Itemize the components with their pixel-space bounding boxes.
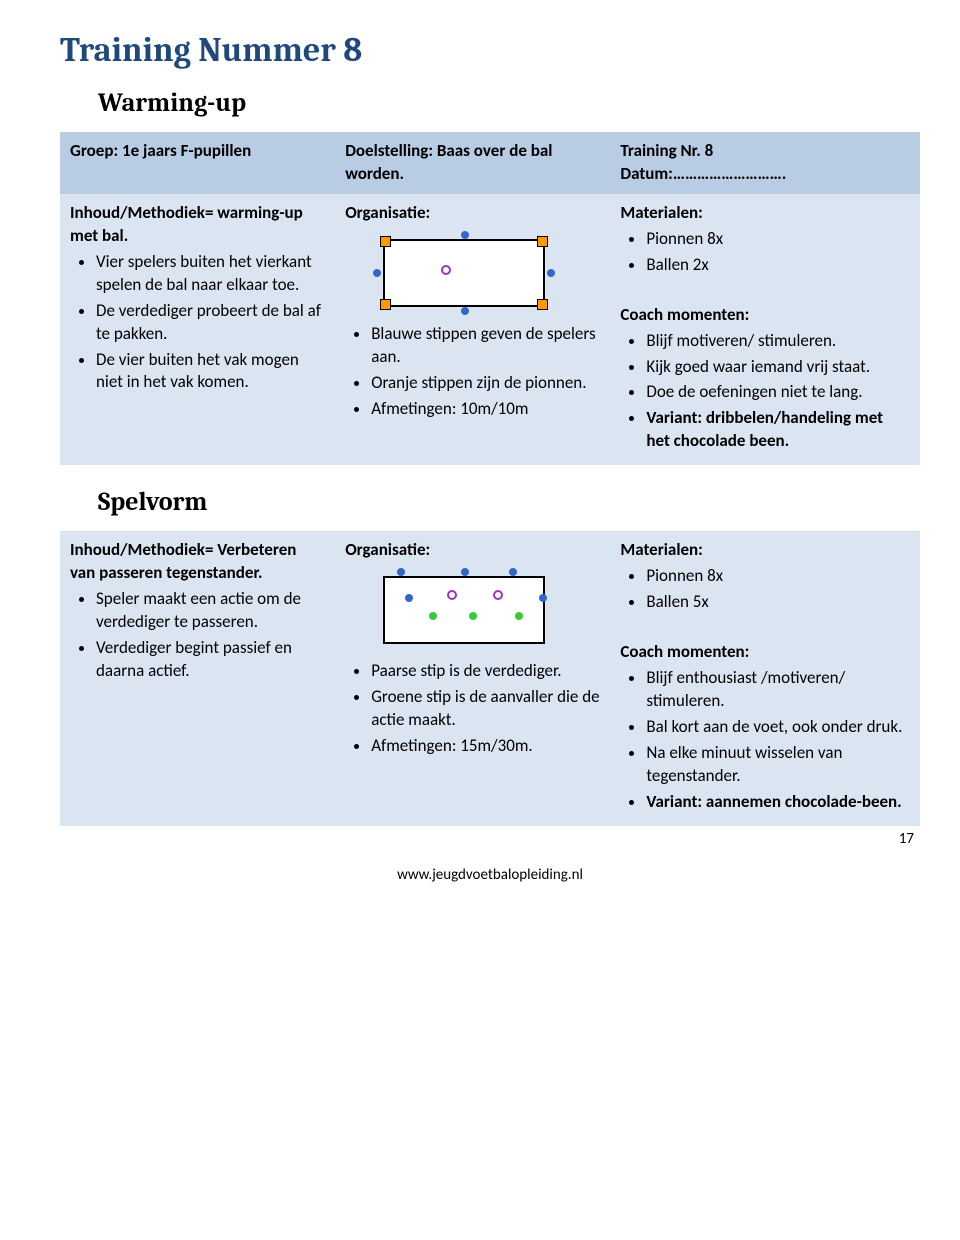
t1-c3-mat-title: Materialen: [620,202,703,223]
list-item: Kijk goed waar iemand vrij staat. [646,356,910,379]
t1-body-c3: Materialen: Pionnen 8x Ballen 2x Coach m… [610,194,920,465]
t1-c2-title: Organisatie: [345,202,430,223]
t1-body-c1: Inhoud/Methodiek= warming-up met bal. Vi… [60,194,335,465]
t1-head-c2: Doelstelling: Baas over de bal worden. [335,132,610,194]
list-item: Afmetingen: 15m/30m. [371,735,600,758]
table-spelvorm: Inhoud/Methodiek= Verbeteren van passere… [60,531,920,825]
t1-head-c3b: Datum:………………………. [620,163,786,184]
list-item: Blijf motiveren/ stimuleren. [646,330,910,353]
footer-url: www.jeugdvoetbalopleiding.nl [60,866,920,884]
section-warmingup: Warming-up [98,88,920,118]
page-number: 17 [899,830,914,848]
t2-c1-title: Inhoud/Methodiek= Verbeteren van passere… [70,539,296,583]
list-item: Speler maakt een actie om de verdediger … [96,588,325,634]
list-item: De vier buiten het vak mogen niet in het… [96,349,325,395]
section-spelvorm: Spelvorm [98,487,920,517]
t1-c1-title: Inhoud/Methodiek= warming-up met bal. [70,202,303,246]
t1-head-c1: Groep: 1e jaars F-pupillen [60,132,335,194]
t2-body-c2: Organisatie: Paarse stip is de verdedige… [335,531,610,825]
list-item: Groene stip is de aanvaller die de actie… [371,686,600,732]
t2-c3-mat-title: Materialen: [620,539,703,560]
cone-icon [537,236,548,247]
list-item: Verdediger begint passief en daarna acti… [96,637,325,683]
list-item: Doe de oefeningen niet te lang. [646,381,910,404]
list-item: Oranje stippen zijn de pionnen. [371,372,600,395]
list-item: Bal kort aan de voet, ook onder druk. [646,716,910,739]
t2-c3-coach-title: Coach momenten: [620,641,749,662]
list-item: Ballen 5x [646,591,910,614]
player-dot-icon [509,568,517,576]
player-dot-icon [461,568,469,576]
diagram-warmingup [369,229,559,317]
t2-c2-title: Organisatie: [345,539,430,560]
t1-c3-coach-title: Coach momenten: [620,304,749,325]
player-dot-icon [547,269,555,277]
cone-icon [537,299,548,310]
diagram-box [383,576,545,644]
t2-body-c3: Materialen: Pionnen 8x Ballen 5x Coach m… [610,531,920,825]
list-item: Pionnen 8x [646,228,910,251]
t2-body-c1: Inhoud/Methodiek= Verbeteren van passere… [60,531,335,825]
t2-c3-coach-list: Blijf enthousiast /motiveren/ stimuleren… [620,667,910,814]
list-item: Blauwe stippen geven de spelers aan. [371,323,600,369]
list-item: Blijf enthousiast /motiveren/ stimuleren… [646,667,910,713]
defender-dot-icon [441,265,451,275]
cone-icon [380,236,391,247]
t2-c3-mat-list: Pionnen 8x Ballen 5x [620,565,910,614]
t2-c1-list: Speler maakt een actie om de verdediger … [70,588,325,683]
player-dot-icon [461,231,469,239]
list-item: Ballen 2x [646,254,910,277]
t1-c2-list: Blauwe stippen geven de spelers aan. Ora… [345,323,600,421]
page-title: Training Nummer 8 [60,30,920,70]
list-item: De verdediger probeert de bal af te pakk… [96,300,325,346]
t1-c3-mat-list: Pionnen 8x Ballen 2x [620,228,910,277]
list-item: Paarse stip is de verdediger. [371,660,600,683]
player-dot-icon [373,269,381,277]
list-item: Afmetingen: 10m/10m [371,398,600,421]
t1-head-c3a: Training Nr. 8 [620,140,713,161]
diagram-spelvorm [369,566,559,654]
t1-head-c2-text: Doelstelling: Baas over de bal worden. [345,140,552,184]
t1-body-c2: Organisatie: Blauwe stippen geven de spe… [335,194,610,465]
t1-c1-list: Vier spelers buiten het vierkant spelen … [70,251,325,395]
list-item: Vier spelers buiten het vierkant spelen … [96,251,325,297]
list-item: Na elke minuut wisselen van tegenstander… [646,742,910,788]
table-warmingup: Groep: 1e jaars F-pupillen Doelstelling:… [60,132,920,465]
list-item: Pionnen 8x [646,565,910,588]
player-dot-icon [461,307,469,315]
list-item: Variant: aannemen chocolade-been. [646,791,910,814]
t1-head-c1-text: Groep: 1e jaars F-pupillen [70,140,251,161]
cone-icon [380,299,391,310]
player-dot-icon [397,568,405,576]
t1-head-c3: Training Nr. 8 Datum:………………………. [610,132,920,194]
diagram-box [383,239,545,307]
t1-c3-coach-list: Blijf motiveren/ stimuleren. Kijk goed w… [620,330,910,454]
list-item: Variant: dribbelen/handeling met het cho… [646,407,910,453]
player-dot-icon [539,594,547,602]
t2-c2-list: Paarse stip is de verdediger. Groene sti… [345,660,600,758]
